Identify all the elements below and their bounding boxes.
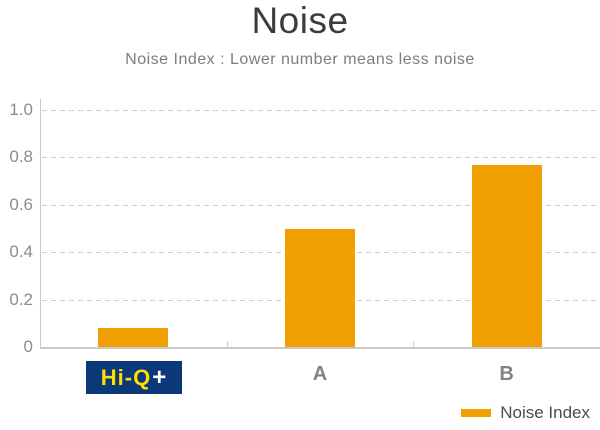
gridline-0.8: [42, 157, 600, 159]
chart-subtitle: Noise Index : Lower number means less no…: [125, 51, 475, 68]
gridline-1.0: [42, 110, 600, 111]
bar-B: [471, 164, 542, 347]
y-tick-label-0: 0: [23, 337, 33, 356]
y-tick-label-0.6: 0.6: [9, 194, 33, 214]
hi-q-logo-plus-icon: +: [152, 364, 168, 391]
gridline-0.6: [42, 204, 600, 206]
category-label-B: B: [499, 363, 514, 385]
hi-q-logo: Hi-Q +: [86, 361, 182, 394]
y-tick-label-0.2: 0.2: [9, 289, 33, 309]
legend-label: Noise Index: [500, 403, 590, 422]
x-axis-tick: [413, 341, 415, 348]
y-axis-line: [40, 99, 41, 348]
chart-title: Noise: [251, 0, 349, 41]
bar-Hi-Q+: [98, 328, 169, 347]
hi-q-logo-text: Hi-Q: [100, 365, 152, 390]
x-axis-tick: [226, 341, 228, 348]
y-tick-label-0.8: 0.8: [9, 147, 33, 167]
category-label-A: A: [312, 363, 328, 385]
legend-swatch-icon: [461, 409, 492, 417]
y-tick-label-0.4: 0.4: [9, 242, 33, 262]
bar-A: [285, 228, 355, 347]
x-axis-line: [40, 347, 600, 349]
legend: Noise Index: [461, 403, 590, 423]
y-tick-label-1.0: 1.0: [9, 100, 33, 119]
